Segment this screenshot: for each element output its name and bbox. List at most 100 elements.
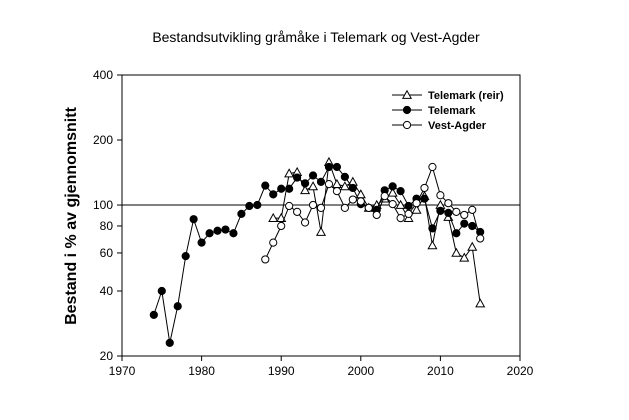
data-point [467,241,478,251]
data-point [165,338,174,347]
data-point [459,252,470,262]
legend-label: Telemark [428,105,476,117]
data-point [315,226,327,236]
data-point [245,201,254,211]
data-point [452,207,461,216]
data-point [444,208,453,217]
data-point [149,310,158,319]
legend-label: Telemark (reir) [428,90,504,102]
x-tick-label: 2000 [347,364,374,378]
data-point [157,286,166,296]
y-tick-label: 40 [100,284,114,298]
data-point [221,225,230,234]
data-point [436,191,445,200]
data-point [253,200,262,210]
data-point [452,229,461,238]
data-point [428,224,437,233]
data-point [427,240,438,250]
x-tick-label: 1970 [109,364,136,378]
chart-title: Bestandsutvikling gråmåke i Telemark og … [152,29,480,45]
y-axis-label: Bestand i % av gjennomsnitt [63,106,80,324]
data-point [316,177,326,186]
x-tick-label: 2010 [427,364,454,378]
data-point [300,179,310,188]
data-point [284,168,295,178]
series-group [149,156,486,347]
data-point [324,180,334,189]
series-line [153,166,481,344]
data-point [412,199,421,208]
data-point [331,178,342,188]
data-point [404,209,413,218]
data-point [428,162,437,172]
data-point [173,302,182,311]
legend-label: Vest-Agder [428,120,487,132]
data-point [268,212,279,222]
data-point [332,162,342,172]
y-tick-label: 100 [93,198,113,212]
data-point [340,172,349,181]
data-point [277,221,286,231]
y-tick-label: 400 [93,68,113,82]
data-point [476,234,485,243]
data-point [395,199,406,209]
data-point [261,181,270,190]
data-point [444,199,453,208]
data-point [387,187,398,197]
data-point [285,184,294,193]
data-point [324,162,334,172]
data-point [388,182,397,191]
legend-entry: Vest-Agder [392,120,487,132]
data-point [269,190,278,199]
y-tick-label: 80 [100,219,114,233]
data-point [396,187,405,196]
legend-entry: Telemark [392,105,476,117]
data-point [355,189,366,199]
legend: Telemark (reir) Telemark Vest-Agder [392,89,504,132]
data-point [460,210,469,220]
data-point [356,197,365,206]
data-point [451,247,462,257]
x-tick-label: 1990 [268,364,295,378]
data-point [364,203,373,212]
data-point [460,219,469,228]
data-point [308,200,318,210]
y-axis: 20 40 60 80 100 200 400 [93,68,122,363]
data-point [213,226,222,235]
data-point [237,209,246,218]
series-3 [261,162,485,264]
data-point [348,195,357,204]
data-point [316,203,326,212]
plot-frame [121,74,521,357]
data-point [420,194,429,203]
data-point [348,183,357,193]
data-point [181,252,190,261]
y-tick-label: 60 [100,246,114,260]
legend-entry: Telemark (reir) [392,89,504,102]
data-point [436,206,445,215]
x-axis: 1970 1980 1990 2000 2010 2020 [109,356,534,378]
data-point [293,173,302,182]
data-point [468,221,477,231]
data-point [332,187,342,196]
data-point [404,201,413,211]
legend-marker [402,105,412,115]
series-line [264,165,481,260]
data-point [380,191,389,201]
data-point [300,185,311,195]
data-point [308,171,318,180]
data-point [269,238,278,247]
data-point [293,207,302,216]
data-point [229,229,238,238]
data-point [261,255,270,264]
data-point [189,215,198,224]
data-point [388,200,397,209]
data-point [475,298,486,308]
y-tick-label: 20 [100,349,114,363]
data-point [339,181,350,191]
data-point [340,203,349,212]
data-point [307,181,319,191]
data-point [285,201,294,211]
series-2 [149,162,485,347]
